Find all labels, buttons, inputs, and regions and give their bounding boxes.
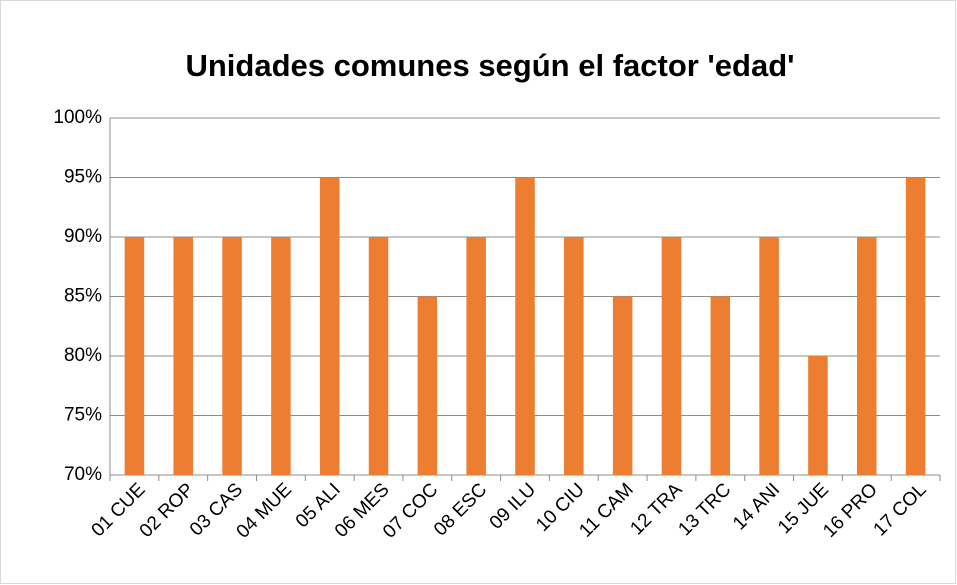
- y-tick-label: 90%: [64, 226, 102, 247]
- bar: [466, 237, 486, 475]
- bar: [857, 237, 877, 475]
- y-tick-label: 85%: [64, 286, 102, 307]
- y-tick-label: 95%: [64, 167, 102, 188]
- y-tick-label: 80%: [64, 345, 102, 366]
- bar: [710, 296, 731, 475]
- bar: [612, 296, 633, 475]
- chart-title: Unidades comunes según el factor 'edad': [185, 48, 794, 83]
- bar: [905, 177, 926, 475]
- bar: [564, 237, 584, 475]
- bar: [222, 237, 242, 475]
- bar: [271, 237, 291, 475]
- bar: [124, 237, 145, 475]
- bar: [759, 237, 779, 475]
- y-tick-label: 100%: [53, 107, 102, 128]
- bar: [173, 237, 193, 475]
- bar: [515, 177, 535, 475]
- bar: [368, 237, 389, 475]
- bar: [661, 237, 682, 475]
- y-tick-label: 75%: [64, 405, 102, 426]
- bar: [808, 356, 828, 475]
- bar: [319, 177, 340, 475]
- bar: [417, 296, 438, 475]
- y-tick-label: 70%: [64, 464, 102, 485]
